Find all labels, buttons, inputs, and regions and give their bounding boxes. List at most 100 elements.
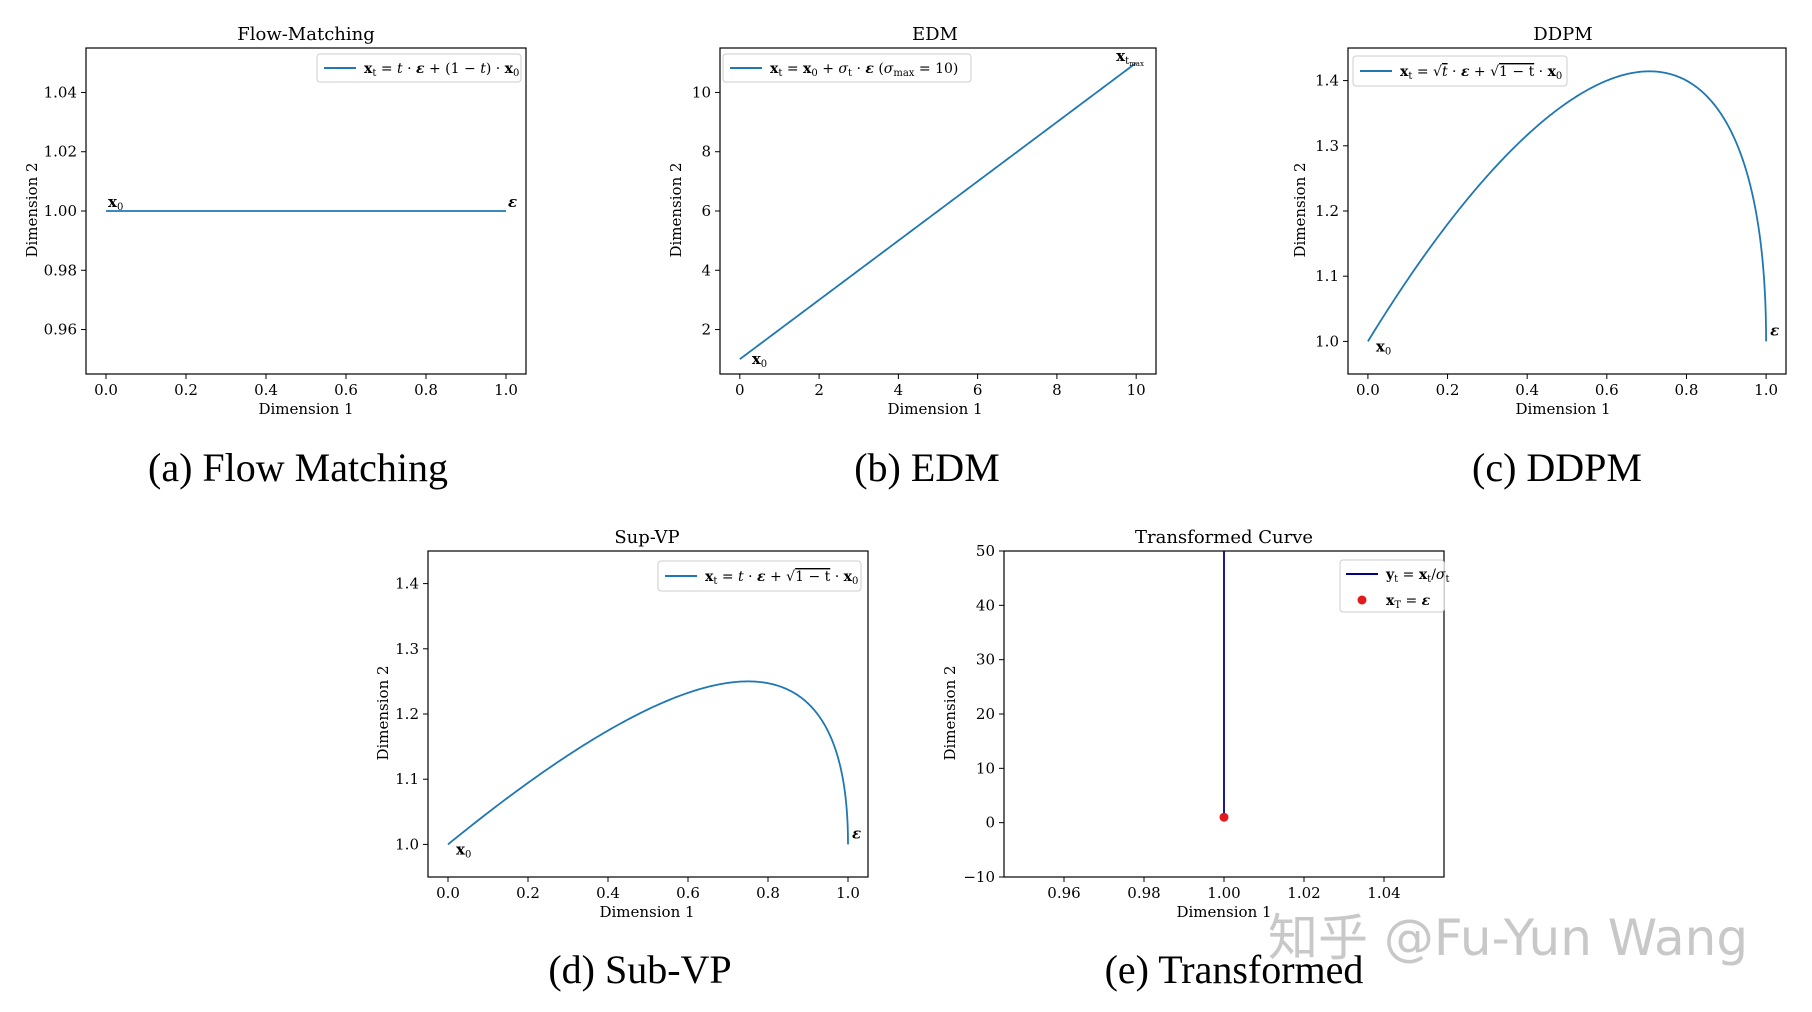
chart-title: Transformed Curve <box>1135 527 1313 548</box>
plot-frame <box>427 550 869 878</box>
point-annotation: x0 <box>1376 337 1391 357</box>
y-tick-label: 1.2 <box>1315 202 1339 220</box>
y-tick-label: 1.1 <box>395 770 419 788</box>
data-point <box>1219 812 1229 822</box>
chart-title: DDPM <box>1533 24 1592 45</box>
plot-body: 0.0 0.2 0.4 0.6 0.8 1.0 1.0 1.1 1.2 1.3 1.4 x0 ε <box>1315 47 1787 399</box>
point-annotation: ε <box>508 193 517 211</box>
point-annotation: x0 <box>108 193 123 213</box>
y-tick-label: 1.02 <box>44 143 77 161</box>
y-tick-label: 0.98 <box>44 261 77 279</box>
panel-caption: (b) EDM <box>854 445 1000 490</box>
y-axis-label: Dimension 2 <box>667 162 685 257</box>
x-tick-label: 0.98 <box>1127 884 1160 902</box>
plot-body: 0.96 0.98 1.00 1.02 1.04 −10 0 10 20 30 40 50 <box>963 542 1445 902</box>
y-tick-label: 1.4 <box>395 575 419 593</box>
plot-body: 0.0 0.2 0.4 0.6 0.8 1.0 0.96 0.98 1.00 1.02 1.04 x0… <box>44 47 527 399</box>
legend: xt = x0 + σt · ε (σmax = 10) <box>722 53 972 83</box>
y-tick-label: 50 <box>976 542 995 560</box>
y-tick-label: 1.1 <box>1315 267 1339 285</box>
y-tick-label: 8 <box>701 143 711 161</box>
y-axis-label: Dimension 2 <box>1291 162 1309 257</box>
y-tick-label: 10 <box>692 83 711 101</box>
x-tick-label: 8 <box>1052 381 1062 399</box>
legend: xt = t · ε + (1 − t) · x0 <box>316 53 522 83</box>
x-tick-label: 0.2 <box>1436 381 1460 399</box>
chart-title: Sup-VP <box>614 527 679 548</box>
x-axis-label: Dimension 1 <box>599 903 694 921</box>
x-tick-label: 0.8 <box>1675 381 1699 399</box>
x-axis-label: Dimension 1 <box>258 400 353 418</box>
y-tick-label: 30 <box>976 651 995 669</box>
x-tick-label: 0.4 <box>1515 381 1539 399</box>
panel-caption: (e) Transformed <box>1105 947 1364 992</box>
watermark: 知乎 @Fu-Yun Wang <box>1268 909 1748 967</box>
legend-label: xt = t · ε + √1 − t · x0 <box>705 569 858 587</box>
y-tick-label: 0 <box>985 814 995 832</box>
y-tick-label: 1.04 <box>44 83 77 101</box>
legend: xt = t · ε + √1 − t · x0 <box>657 560 862 592</box>
legend-label: xt = t · ε + (1 − t) · x0 <box>364 61 519 79</box>
y-tick-label: 1.3 <box>1315 137 1339 155</box>
series-line <box>739 62 1137 360</box>
legend-swatch-point <box>1357 595 1367 605</box>
panel-sub-vp: Sup-VP 0.0 0.2 0.4 0.6 0.8 1.0 1.0 1.1 1.2 1.3 1.4… <box>374 527 869 992</box>
panel-edm: EDM 0 2 4 6 8 10 2 4 6 8 10 x0 xtmax Dimension 1 Dim… <box>667 24 1157 490</box>
x-tick-label: 0.6 <box>334 381 358 399</box>
point-annotation: ε <box>1770 321 1779 339</box>
panel-caption: (d) Sub-VP <box>548 947 731 992</box>
legend-label: xt = √t · ε + √1 − t · x0 <box>1400 64 1562 82</box>
x-tick-label: 1.04 <box>1367 884 1400 902</box>
x-axis-label: Dimension 1 <box>887 400 982 418</box>
y-tick-label: 1.0 <box>1315 332 1339 350</box>
y-tick-label: 1.4 <box>1315 72 1339 90</box>
x-tick-label: 6 <box>973 381 983 399</box>
y-tick-label: 1.2 <box>395 705 419 723</box>
y-axis-label: Dimension 2 <box>23 162 41 257</box>
x-tick-label: 0.2 <box>516 884 540 902</box>
x-tick-label: 1.0 <box>836 884 860 902</box>
x-tick-label: 0.0 <box>436 884 460 902</box>
x-tick-label: 1.0 <box>494 381 518 399</box>
legend-label-point: xT = ε <box>1386 593 1431 611</box>
x-axis-label: Dimension 1 <box>1515 400 1610 418</box>
panel-ddpm: DDPM 0.0 0.2 0.4 0.6 0.8 1.0 1.0 1.1 1.2 1.3 1.4 x0… <box>1291 24 1787 490</box>
point-annotation: x0 <box>456 840 471 860</box>
legend: yt = xt/σt xT = ε <box>1339 559 1450 613</box>
point-annotation: ε <box>852 824 861 842</box>
x-tick-label: 0.4 <box>254 381 278 399</box>
chart-title: Flow-Matching <box>237 24 375 45</box>
point-annotation: xtmax <box>1116 47 1144 68</box>
x-tick-label: 0.8 <box>756 884 780 902</box>
x-tick-label: 1.0 <box>1754 381 1778 399</box>
x-tick-label: 0.96 <box>1047 884 1080 902</box>
y-tick-label: 2 <box>701 321 711 339</box>
y-tick-label: 1.00 <box>44 202 77 220</box>
legend-label: xt = x0 + σt · ε (σmax = 10) <box>770 61 958 79</box>
x-tick-label: 0 <box>735 381 745 399</box>
panel-caption: (a) Flow Matching <box>148 445 448 490</box>
series-line <box>447 680 849 846</box>
y-tick-label: 40 <box>976 596 995 614</box>
y-tick-label: 1.3 <box>395 640 419 658</box>
y-tick-label: −10 <box>963 868 995 886</box>
y-tick-label: 1.0 <box>395 835 419 853</box>
panel-caption: (c) DDPM <box>1472 445 1642 490</box>
x-tick-label: 0.6 <box>676 884 700 902</box>
plot-body: 0.0 0.2 0.4 0.6 0.8 1.0 1.0 1.1 1.2 1.3 1.4 x0 ε <box>395 550 869 902</box>
x-tick-label: 2 <box>814 381 824 399</box>
x-tick-label: 4 <box>894 381 904 399</box>
legend-label-curve: yt = xt/σt <box>1385 567 1450 585</box>
legend: xt = √t · ε + √1 − t · x0 <box>1352 55 1568 87</box>
x-tick-label: 0.0 <box>1356 381 1380 399</box>
y-tick-label: 10 <box>976 759 995 777</box>
x-tick-label: 0.8 <box>414 381 438 399</box>
panel-flow-matching: Flow-Matching 0.0 0.2 0.4 0.6 0.8 1.0 0.96 0.98… <box>23 24 527 490</box>
chart-title: EDM <box>912 24 958 45</box>
x-tick-label: 0.6 <box>1595 381 1619 399</box>
x-tick-label: 1.00 <box>1207 884 1240 902</box>
x-tick-label: 0.2 <box>174 381 198 399</box>
y-tick-label: 6 <box>701 202 711 220</box>
panel-transformed: Transformed Curve 0.96 0.98 1.00 1.02 1.04 −1… <box>941 527 1450 992</box>
series-line <box>1367 70 1767 342</box>
